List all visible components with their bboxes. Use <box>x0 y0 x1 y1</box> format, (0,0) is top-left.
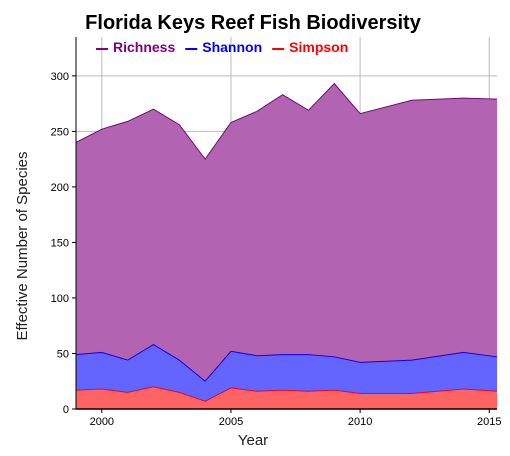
y-tick-label-150: 150 <box>51 237 69 249</box>
area-richness <box>76 83 497 410</box>
y-tick-label-200: 200 <box>51 182 69 194</box>
legend-item-shannon: Shannon <box>185 39 262 55</box>
axes <box>75 37 497 410</box>
x-tick-label-2015: 2015 <box>477 416 501 428</box>
line-simpson <box>75 386 498 402</box>
y-tick-label-100: 100 <box>51 293 69 305</box>
line-richness <box>75 82 498 160</box>
y-tick-label-250: 250 <box>51 126 69 138</box>
x-tick-label-2010: 2010 <box>348 416 372 428</box>
legend-label-simpson: Simpson <box>289 39 348 55</box>
plot-areas <box>75 82 498 410</box>
chart-title: Florida Keys Reef Fish Biodiversity <box>85 12 422 34</box>
line-shannon <box>75 344 498 382</box>
y-axis-ticks: 0 50 100 150 200 250 300 <box>51 71 76 416</box>
area-simpson <box>76 386 497 409</box>
x-tick-label-2005: 2005 <box>219 416 243 428</box>
x-tick-label-2000: 2000 <box>90 416 114 428</box>
legend-label-shannon: Shannon <box>202 39 262 55</box>
y-tick-label-0: 0 <box>63 404 69 416</box>
y-axis-label: Effective Number of Species <box>14 152 31 341</box>
y-tick-label-300: 300 <box>51 71 69 83</box>
legend-label-richness: Richness <box>113 39 175 55</box>
legend-item-richness: Richness <box>96 39 175 55</box>
y-tick-label-50: 50 <box>57 348 69 360</box>
legend-item-simpson: Simpson <box>272 39 348 55</box>
legend: Richness Shannon Simpson <box>96 39 348 55</box>
x-axis-ticks: 2000 2005 2010 2015 <box>90 409 501 428</box>
x-axis-label: Year <box>238 432 268 449</box>
